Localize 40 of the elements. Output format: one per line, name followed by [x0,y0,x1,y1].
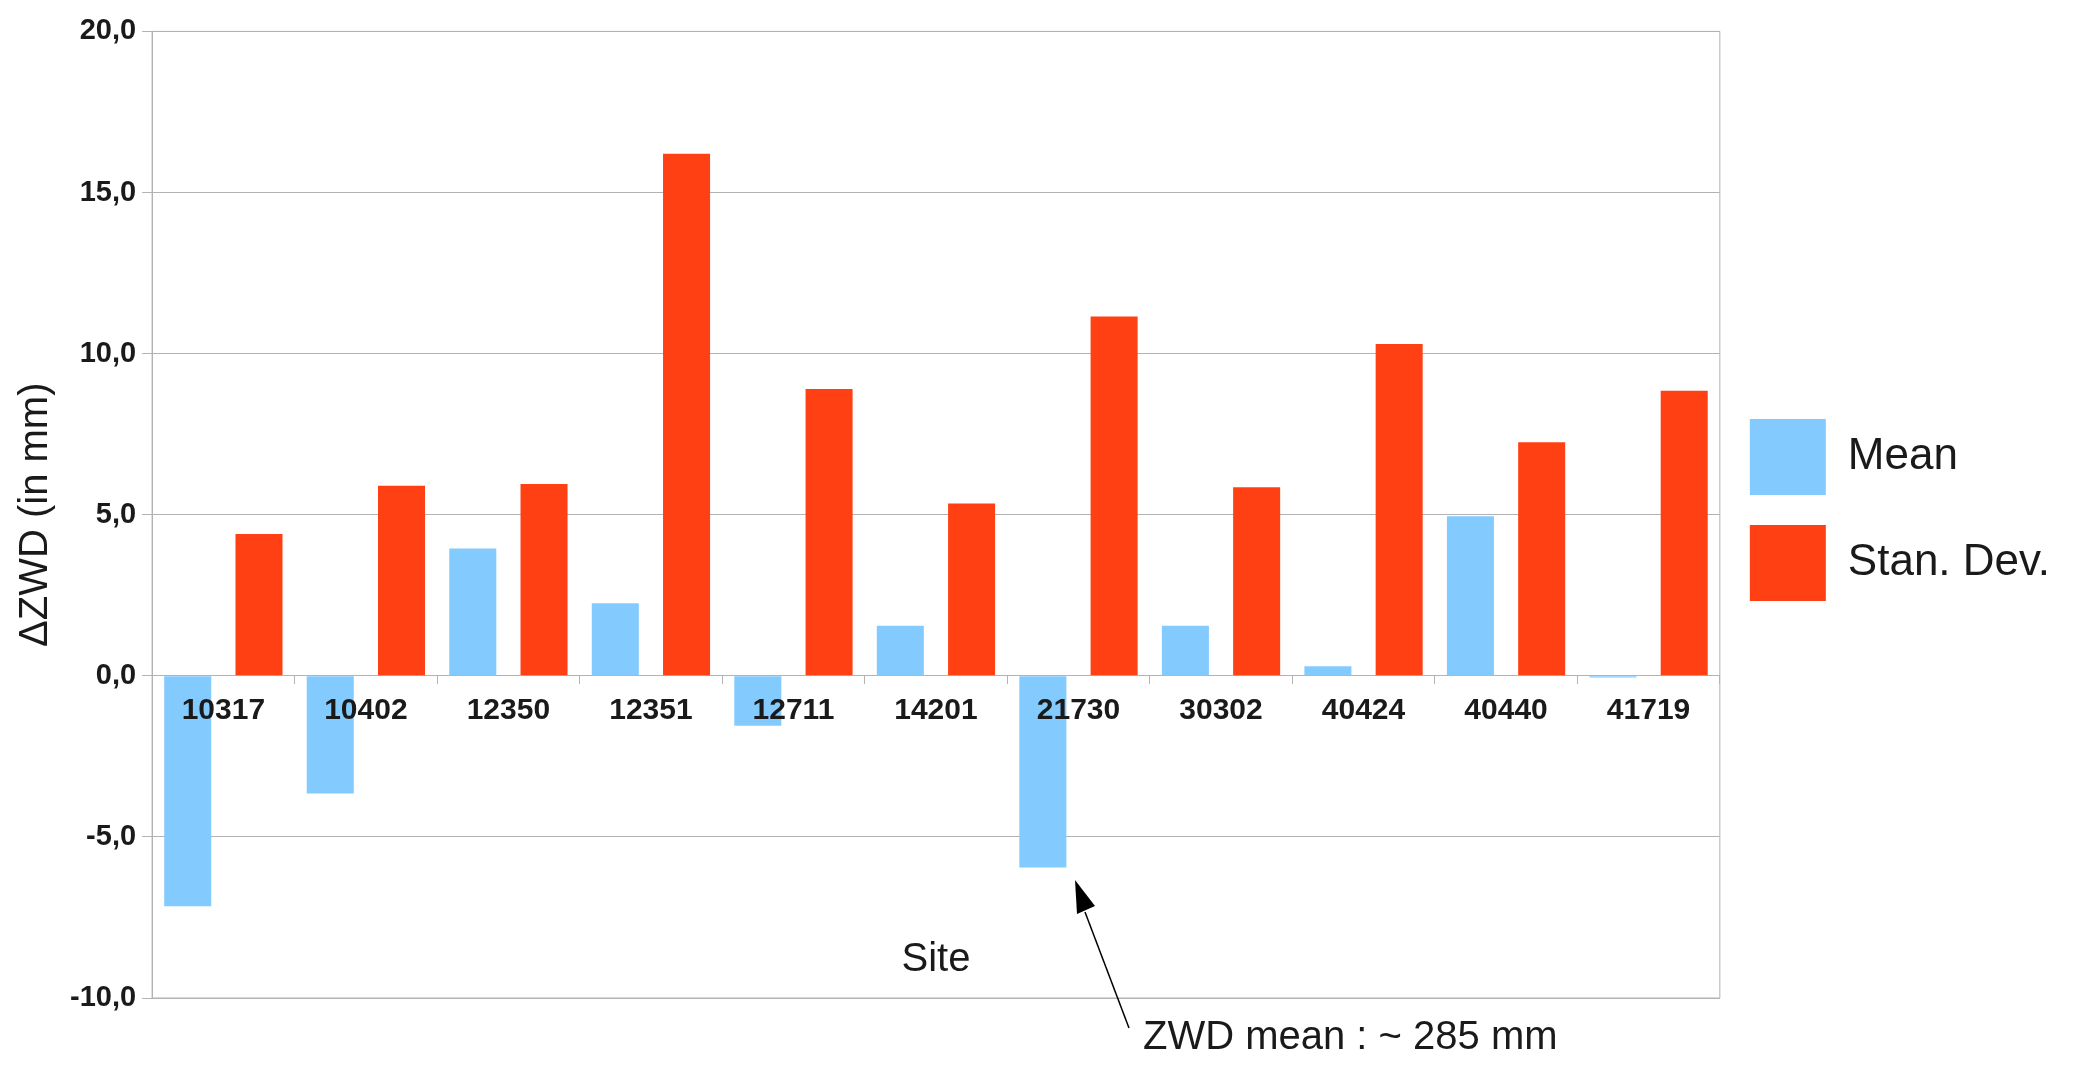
y-tick-label: -10,0 [69,980,137,1012]
bar [520,484,568,676]
y-tick-label: -5,0 [86,818,137,851]
x-axis-title: Site [901,935,971,980]
bar [1233,487,1281,676]
bar [1660,390,1708,676]
x-tick-label: 30302 [1179,692,1263,726]
x-tick-label: 10317 [181,692,266,726]
bar [1304,666,1352,676]
x-tick-label: 41719 [1606,692,1691,726]
bar [449,548,497,676]
y-tick-label: 0,0 [95,657,137,690]
x-tick-label: 14201 [894,692,978,726]
y-tick-label: 20,0 [79,13,137,46]
bar [1446,516,1494,676]
bar [663,153,711,676]
bar [378,485,426,676]
bar [591,603,639,676]
bar [948,503,996,676]
x-tick-label: 21730 [1036,692,1121,726]
y-tick-label: 10,0 [79,335,137,368]
x-tick-label: 12711 [752,692,835,726]
x-tick-label: 10402 [324,692,408,726]
legend-label: Mean [1847,429,1958,479]
x-tick-label: 40424 [1321,692,1406,726]
x-tick-label: 12351 [609,692,693,726]
legend-label: Stan. Dev. [1847,535,2050,585]
bar [876,625,924,676]
bar [1090,316,1138,676]
bar [1375,343,1423,676]
text: ZWD mean : ~ 285 mm [1143,1013,1558,1058]
y-axis-title: ΔZWD (in mm) [11,382,56,647]
x-tick-label: 40440 [1464,692,1548,726]
bar [1518,442,1566,676]
bar [1161,625,1209,676]
x-tick-label: 12350 [466,692,551,726]
bar [805,389,853,676]
y-tick-label: 5,0 [95,496,137,529]
y-tick-label: 15,0 [79,174,137,207]
bar [235,534,283,676]
